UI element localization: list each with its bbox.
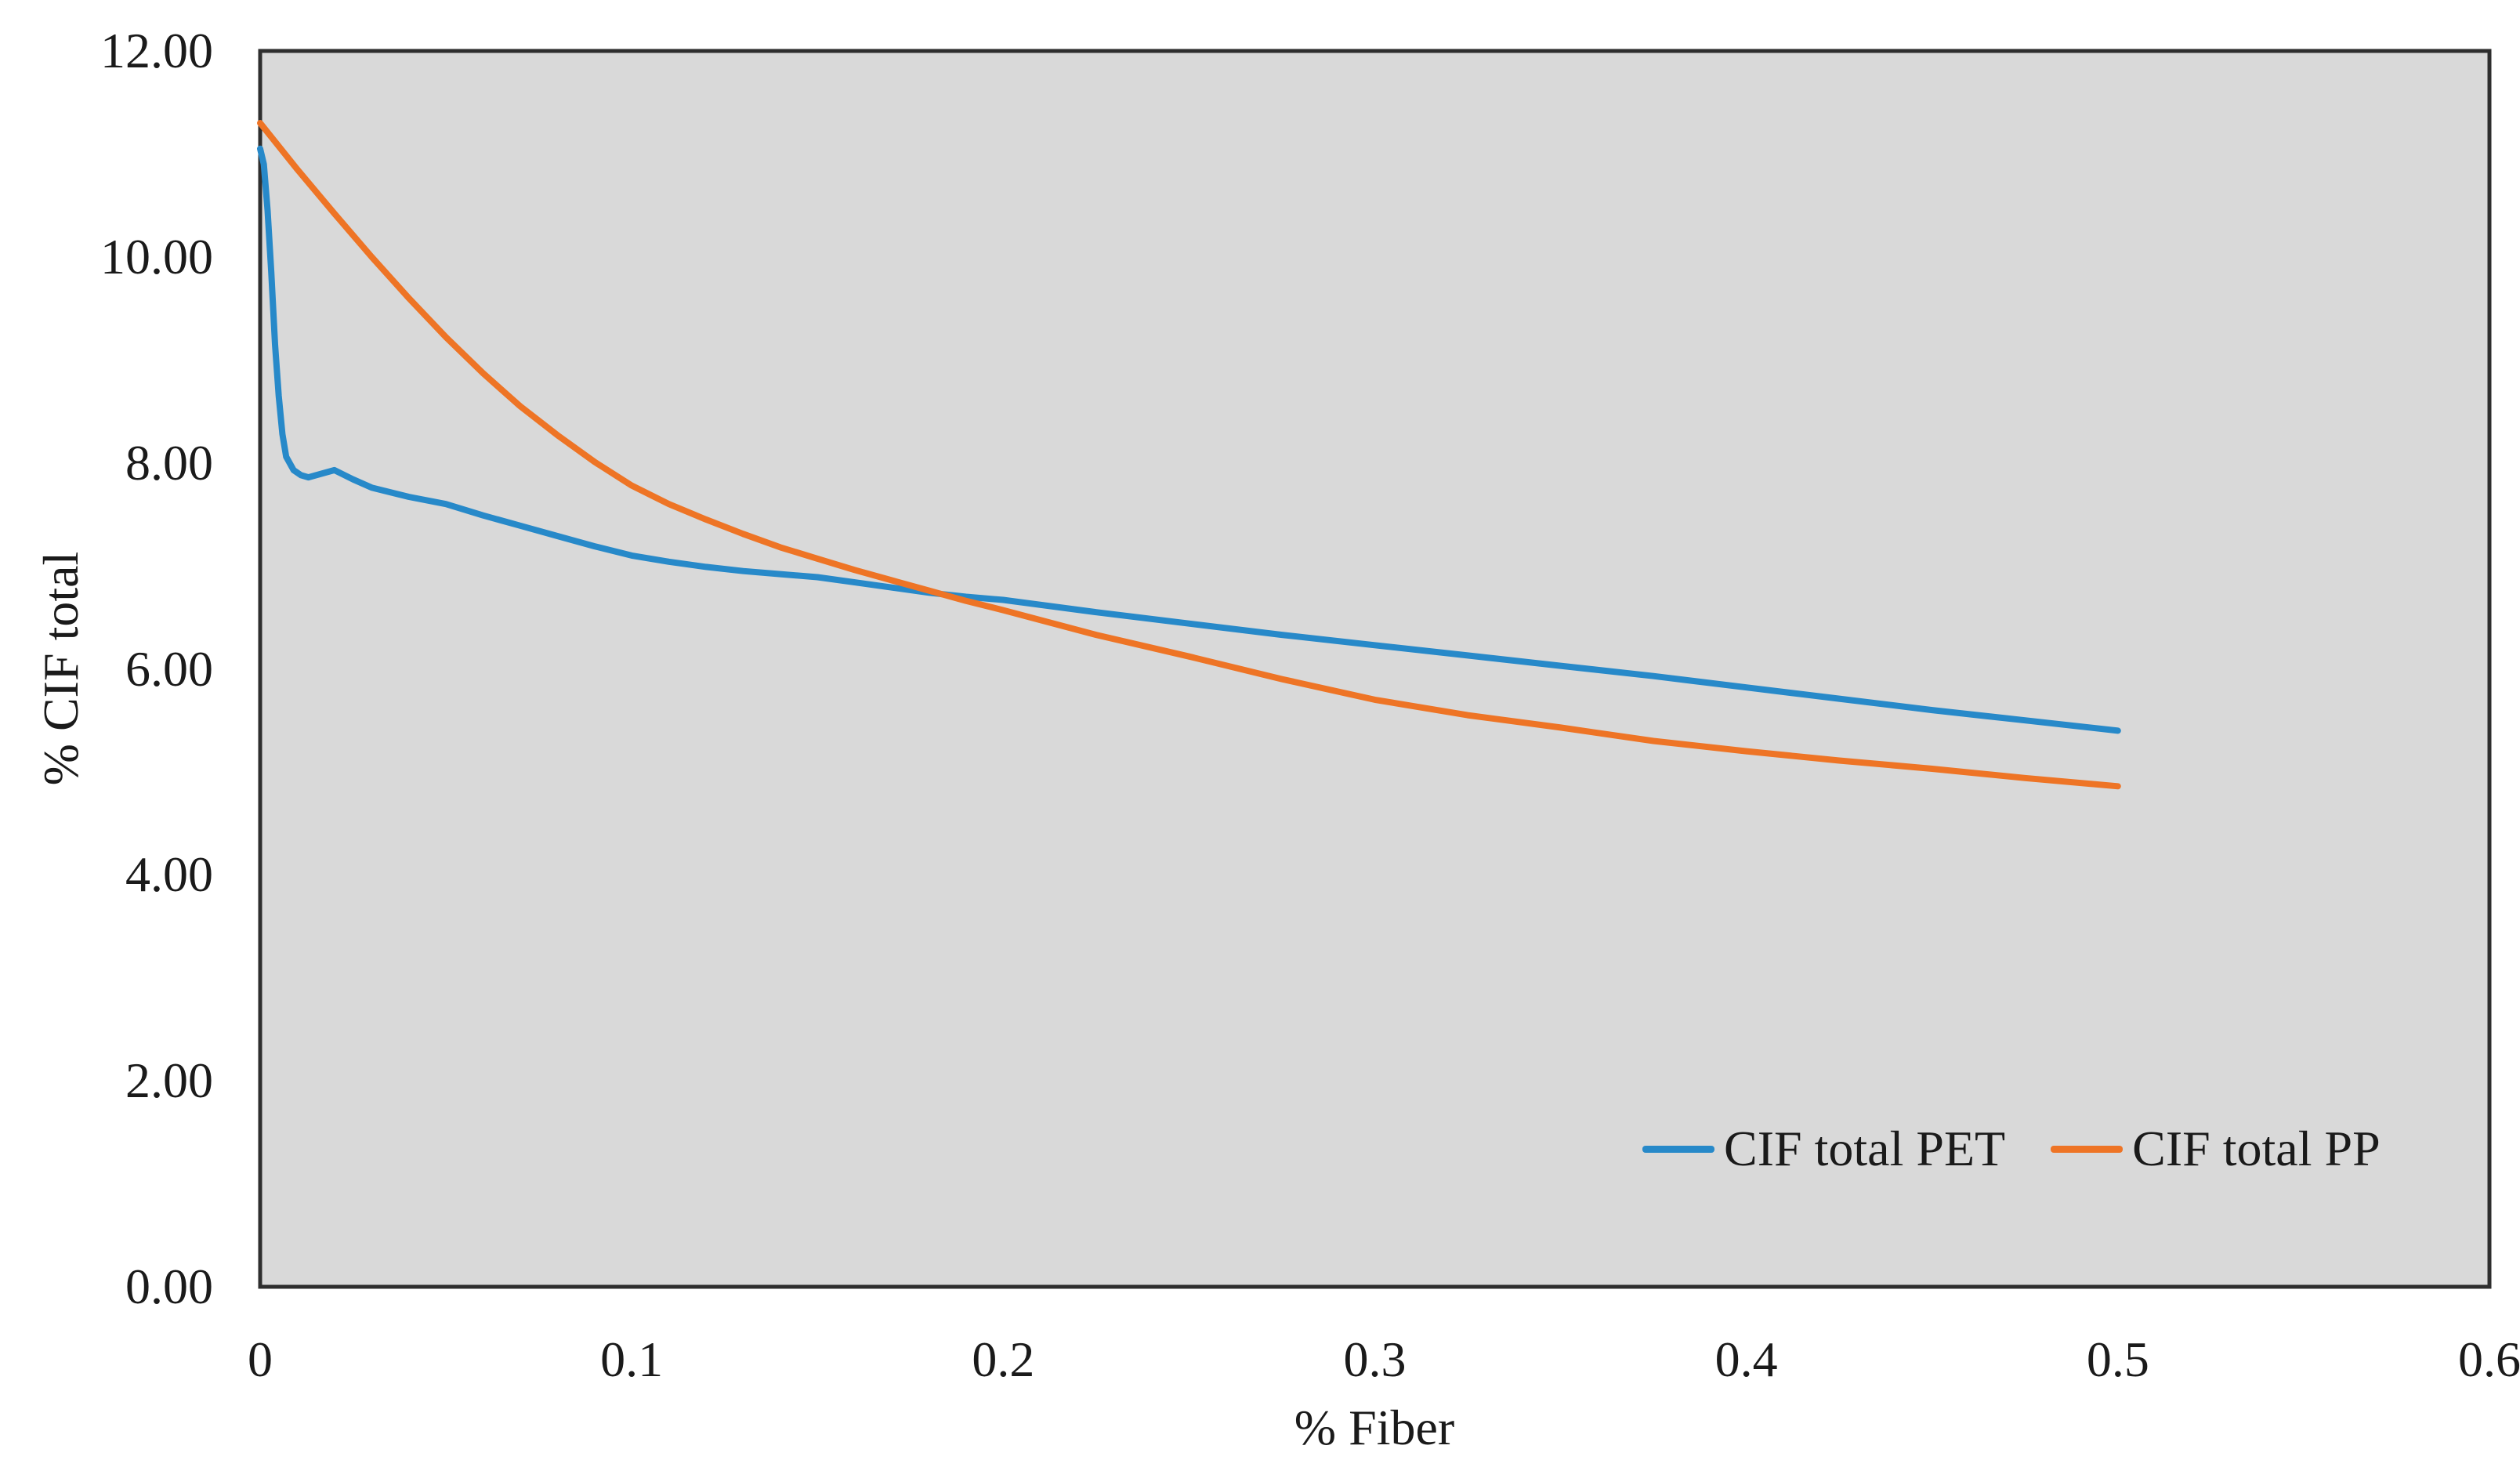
y-tick-label: 4.00 [125, 846, 213, 903]
series-line-1 [257, 145, 2121, 734]
y-tick-label: 0.00 [125, 1259, 213, 1314]
x-tick-label: 0.4 [1714, 1331, 1778, 1387]
x-tick-label: 0.6 [2458, 1331, 2520, 1387]
y-tick-label: 8.00 [125, 434, 213, 491]
y-tick-label: 6.00 [125, 640, 213, 697]
x-tick-label: 0.1 [600, 1331, 664, 1387]
series-lines [257, 120, 2121, 790]
legend: CIF total PET CIF total PP [1642, 1116, 2381, 1182]
plot-area [258, 49, 2492, 1289]
x-tick-label: 0 [248, 1331, 273, 1387]
legend-item-1: CIF total PET [1642, 1121, 2005, 1177]
series-line-2 [257, 120, 2121, 790]
x-tick-label: 0.3 [1343, 1331, 1407, 1387]
legend-line-swatch [1642, 1145, 1714, 1153]
legend-line-swatch [2051, 1145, 2124, 1153]
legend-item-label: CIF total PP [2132, 1121, 2381, 1176]
y-axis-title: % CIF total [33, 551, 89, 786]
y-tick-label: 10.00 [100, 228, 213, 284]
y-tick-label: 2.00 [125, 1052, 213, 1109]
legend-item-2: CIF total PP [2051, 1121, 2381, 1177]
x-tick-label: 0.2 [972, 1331, 1035, 1387]
legend-item-label: CIF total PET [1724, 1121, 2006, 1176]
y-tick-label: 12.00 [100, 23, 213, 78]
x-tick-label: 0.5 [2086, 1331, 2149, 1387]
x-axis-title: % Fiber [1294, 1400, 1455, 1455]
